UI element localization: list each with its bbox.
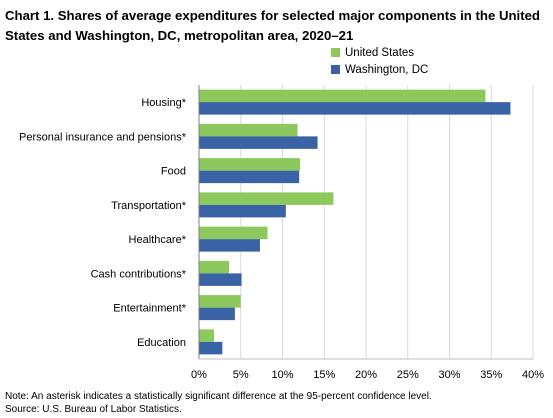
bar xyxy=(199,158,301,171)
legend-swatch-us xyxy=(331,48,340,57)
category-label: Education xyxy=(137,337,186,349)
category-label: Personal insurance and pensions* xyxy=(19,131,187,143)
x-tick-label: 15% xyxy=(313,369,335,381)
bar xyxy=(199,123,298,137)
bar xyxy=(199,226,268,240)
category-label: Food xyxy=(161,166,186,178)
legend-item-us: United States xyxy=(331,44,428,61)
x-tick-label: 30% xyxy=(438,369,460,381)
bar xyxy=(199,341,223,355)
legend-label-us: United States xyxy=(345,46,415,59)
bar xyxy=(199,329,215,342)
x-tick-label: 0% xyxy=(191,369,207,381)
bar xyxy=(199,102,511,115)
bar xyxy=(199,192,334,205)
bar xyxy=(199,89,486,103)
x-tick-label: 5% xyxy=(233,369,249,381)
bar xyxy=(199,273,242,286)
category-label: Cash contributions* xyxy=(91,268,187,280)
bar xyxy=(199,260,230,274)
legend-item-dc: Washington, DC xyxy=(331,61,428,78)
x-tick-label: 10% xyxy=(271,369,293,381)
x-tick-label: 40% xyxy=(522,369,544,381)
x-tick-label: 35% xyxy=(480,369,502,381)
bar xyxy=(199,307,235,321)
source-note: Source: U.S. Bureau of Labor Statistics. xyxy=(5,404,182,415)
bar xyxy=(199,170,300,184)
legend: United States Washington, DC xyxy=(331,44,428,78)
bar xyxy=(199,239,260,252)
bar xyxy=(199,136,318,149)
x-tick-label: 20% xyxy=(355,369,377,381)
bar xyxy=(199,204,286,218)
bar xyxy=(199,295,241,308)
chart-title: Chart 1. Shares of average expenditures … xyxy=(5,8,540,43)
footnote: Note: An asterisk indicates a statistica… xyxy=(5,391,432,402)
legend-label-dc: Washington, DC xyxy=(345,63,429,76)
x-tick-label: 25% xyxy=(397,369,419,381)
category-label: Transportation* xyxy=(111,200,187,212)
legend-swatch-dc xyxy=(331,65,340,74)
category-label: Housing* xyxy=(141,97,186,109)
category-label: Healthcare* xyxy=(129,234,187,246)
category-label: Entertainment* xyxy=(113,303,186,315)
